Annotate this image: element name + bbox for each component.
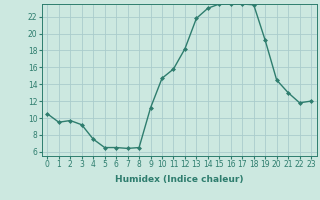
X-axis label: Humidex (Indice chaleur): Humidex (Indice chaleur): [115, 175, 244, 184]
